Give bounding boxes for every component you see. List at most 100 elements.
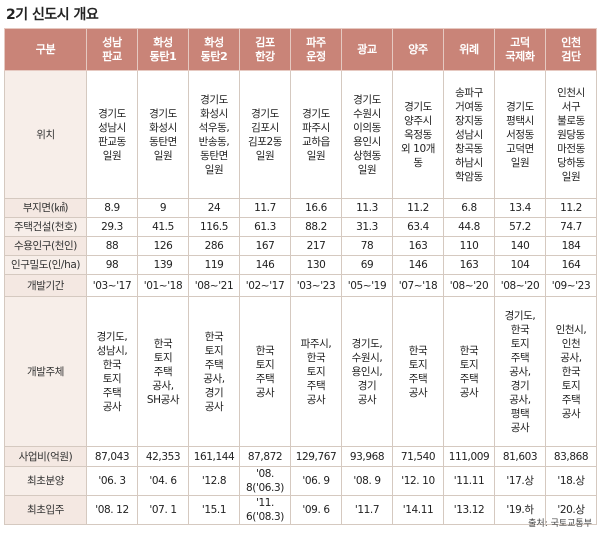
table-cell: 69 bbox=[341, 255, 393, 275]
table-cell: '08~'20 bbox=[494, 274, 546, 297]
table-cell: 88.2 bbox=[290, 217, 342, 237]
table-cell: '17.상 bbox=[494, 466, 546, 496]
row-label: 주택건설(천호) bbox=[4, 217, 87, 237]
header-column: 고덕 국제화 bbox=[494, 28, 546, 71]
table-cell: 6.8 bbox=[443, 198, 495, 218]
table-cell: '08~'21 bbox=[188, 274, 240, 297]
table-cell: 104 bbox=[494, 255, 546, 275]
table-cell: 93,968 bbox=[341, 446, 393, 467]
table-row: 개발주체 경기도, 성남시, 한국 토지 주택 공사 한국 토지 주택 공사, SH… bbox=[4, 296, 597, 447]
header-row: 구분 성남 판교 화성 동탄1 화성 동탄2 김포 한강 파주 운정 광교 양주 위례 고덕 국… bbox=[4, 28, 597, 71]
table-cell: 78 bbox=[341, 236, 393, 256]
header-label: 구분 bbox=[4, 28, 87, 71]
row-label: 인구밀도(인/ha) bbox=[4, 255, 87, 275]
table-cell: 한국 토지 주택 공사, SH공사 bbox=[137, 296, 189, 447]
row-label: 수용인구(천인) bbox=[4, 236, 87, 256]
table-row: 최초입주 '08. 12'07. 1'15.1'11. 6('08.3) '09. … bbox=[4, 495, 597, 525]
table-cell: 116.5 bbox=[188, 217, 240, 237]
table-cell: 11.7 bbox=[239, 198, 291, 218]
table-cell: '20.상 bbox=[545, 495, 597, 525]
table-cell: 경기도 성남시 판교동 일원 bbox=[86, 70, 138, 199]
table-cell: '08. 12 bbox=[86, 495, 138, 525]
table-cell: 송파구 거여동 장지동 성남시 창곡동 하남시 학암동 bbox=[443, 70, 495, 199]
table-cell: '12.8 bbox=[188, 466, 240, 496]
table-cell: 63.4 bbox=[392, 217, 444, 237]
table-cell: 140 bbox=[494, 236, 546, 256]
table-cell: 9 bbox=[137, 198, 189, 218]
table-cell: 경기도 화성시 석우동, 반송동, 동탄면 일원 bbox=[188, 70, 240, 199]
table-cell: 경기도 김포시 김포2동 일원 bbox=[239, 70, 291, 199]
table-cell: 한국 토지 주택 공사, 경기 공사 bbox=[188, 296, 240, 447]
table-cell: 44.8 bbox=[443, 217, 495, 237]
table-cell: 74.7 bbox=[545, 217, 597, 237]
table-cell: 42,353 bbox=[137, 446, 189, 467]
row-label: 최초분양 bbox=[4, 466, 87, 496]
table-cell: '01~'18 bbox=[137, 274, 189, 297]
table-cell: '18.상 bbox=[545, 466, 597, 496]
table-row: 주택건설(천호) 29.3 41.5 116.5 61.3 88.2 31.3 63.4 44.… bbox=[4, 217, 597, 237]
table-cell: 217 bbox=[290, 236, 342, 256]
table-cell: 경기도, 한국 토지 주택 공사, 경기 공사, 평택 공사 bbox=[494, 296, 546, 447]
table-cell: 13.4 bbox=[494, 198, 546, 218]
table-row: 인구밀도(인/ha) 98 139 119 146 130 69 146 163 104 164 bbox=[4, 255, 597, 275]
table-cell: 24 bbox=[188, 198, 240, 218]
table-cell: 파주시, 한국 토지 주택 공사 bbox=[290, 296, 342, 447]
table-cell: 71,540 bbox=[392, 446, 444, 467]
overview-table: 구분 성남 판교 화성 동탄1 화성 동탄2 김포 한강 파주 운정 광교 양주 위례 고덕 국… bbox=[4, 28, 597, 525]
table-cell: 83,868 bbox=[545, 446, 597, 467]
table-cell: 57.2 bbox=[494, 217, 546, 237]
table-cell: 경기도 수원시 이의동 용인시 상현동 일원 bbox=[341, 70, 393, 199]
table-cell: '08~'20 bbox=[443, 274, 495, 297]
table-cell: 139 bbox=[137, 255, 189, 275]
table-cell: 경기도 파주시 교하읍 일원 bbox=[290, 70, 342, 199]
table-cell: 한국 토지 주택 공사 bbox=[443, 296, 495, 447]
table-cell: 인천시, 인천 공사, 한국 토지 주택 공사 bbox=[545, 296, 597, 447]
table-cell: 163 bbox=[392, 236, 444, 256]
table-row: 부지면(㎢) 8.9 9 24 11.7 16.6 11.3 11.2 6.8 13.4 11.2 bbox=[4, 198, 597, 218]
table-cell: 88 bbox=[86, 236, 138, 256]
table-row: 위치 경기도 성남시 판교동 일원 경기도 화성시 동탄면 일원 경기도 화성시 석우… bbox=[4, 70, 597, 199]
table-cell: 98 bbox=[86, 255, 138, 275]
table-cell: 164 bbox=[545, 255, 597, 275]
row-label: 개발기간 bbox=[4, 274, 87, 297]
table-cell: '07~'18 bbox=[392, 274, 444, 297]
table-cell: 8.9 bbox=[86, 198, 138, 218]
table-cell: '06. 3 bbox=[86, 466, 138, 496]
table-cell: 119 bbox=[188, 255, 240, 275]
table-cell: 11.3 bbox=[341, 198, 393, 218]
page-title: 2기 신도시 개요 bbox=[6, 7, 99, 23]
table-cell: 경기도 양주시 옥정동 외 10개 동 bbox=[392, 70, 444, 199]
header-column: 김포 한강 bbox=[239, 28, 291, 71]
table-cell: 인천시 서구 불로동 원당동 마전동 당하동 일원 bbox=[545, 70, 597, 199]
table-cell: 286 bbox=[188, 236, 240, 256]
table-cell: '08. 8('06.3) bbox=[239, 466, 291, 496]
table-cell: 184 bbox=[545, 236, 597, 256]
table-cell: 111,009 bbox=[443, 446, 495, 467]
table-cell: 61.3 bbox=[239, 217, 291, 237]
table-body: 위치 경기도 성남시 판교동 일원 경기도 화성시 동탄면 일원 경기도 화성시 석우… bbox=[4, 70, 597, 525]
table-cell: 130 bbox=[290, 255, 342, 275]
row-label: 개발주체 bbox=[4, 296, 87, 447]
table-cell: 41.5 bbox=[137, 217, 189, 237]
row-label: 부지면(㎢) bbox=[4, 198, 87, 218]
table-cell: 경기도, 수원시, 용인시, 경기 공사 bbox=[341, 296, 393, 447]
table-cell: 110 bbox=[443, 236, 495, 256]
table-cell: '15.1 bbox=[188, 495, 240, 525]
header-column: 성남 판교 bbox=[86, 28, 138, 71]
table-cell: 167 bbox=[239, 236, 291, 256]
table-cell: 경기도 평택시 서정동 고덕면 일원 bbox=[494, 70, 546, 199]
header-column: 양주 bbox=[392, 28, 444, 71]
table-cell: '07. 1 bbox=[137, 495, 189, 525]
table-cell: 87,872 bbox=[239, 446, 291, 467]
table-cell: 161,144 bbox=[188, 446, 240, 467]
table-cell: '09~'23 bbox=[545, 274, 597, 297]
table-cell: '19.하 bbox=[494, 495, 546, 525]
table-row: 사업비(억원) 87,043 42,353 161,144 87,872 129,767 9… bbox=[4, 446, 597, 467]
table-cell: 16.6 bbox=[290, 198, 342, 218]
table-cell: 163 bbox=[443, 255, 495, 275]
header-column: 화성 동탄1 bbox=[137, 28, 189, 71]
table-row: 개발기간 '03~'17'01~'18'08~'21'02~'17'03~'23 '… bbox=[4, 274, 597, 297]
table-cell: 87,043 bbox=[86, 446, 138, 467]
header-column: 파주 운정 bbox=[290, 28, 342, 71]
table-cell: '13.12 bbox=[443, 495, 495, 525]
